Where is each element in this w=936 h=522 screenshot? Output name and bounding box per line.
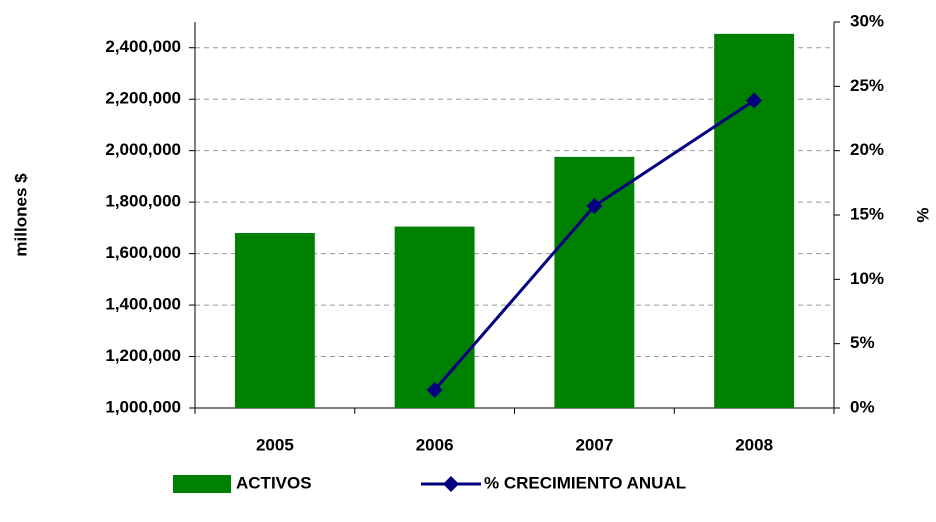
y-axis-title: millones $ <box>11 173 30 257</box>
x-tick-label: 2006 <box>416 435 454 454</box>
legend-label: % CRECIMIENTO ANUAL <box>484 473 686 492</box>
y-tick-label: 2,200,000 <box>105 89 181 108</box>
legend-swatch <box>173 475 231 493</box>
y2-tick-label: 30% <box>850 11 884 30</box>
bar <box>234 233 315 408</box>
bar <box>394 226 475 408</box>
y-tick-label: 1,800,000 <box>105 192 181 211</box>
y2-tick-label: 15% <box>850 204 884 223</box>
y-tick-label: 1,200,000 <box>105 346 181 365</box>
legend-label: ACTIVOS <box>236 473 312 492</box>
y-tick-label: 1,000,000 <box>105 397 181 416</box>
y2-tick-label: 10% <box>850 269 884 288</box>
y2-tick-label: 5% <box>850 333 875 352</box>
bar <box>714 33 795 408</box>
legend-marker <box>443 476 459 492</box>
y-tick-label: 1,600,000 <box>105 243 181 262</box>
y2-axis-title: % <box>913 207 932 222</box>
bar <box>554 156 635 408</box>
x-tick-label: 2007 <box>575 435 613 454</box>
marker <box>586 197 603 214</box>
y-tick-label: 2,000,000 <box>105 140 181 159</box>
marker <box>426 381 443 398</box>
y-tick-label: 2,400,000 <box>105 37 181 56</box>
y-tick-label: 1,400,000 <box>105 295 181 314</box>
x-tick-label: 2008 <box>735 435 773 454</box>
y2-tick-label: 25% <box>850 76 884 95</box>
marker <box>746 92 763 109</box>
y2-tick-label: 20% <box>850 140 884 159</box>
y2-tick-label: 0% <box>850 397 875 416</box>
x-tick-label: 2005 <box>256 435 294 454</box>
